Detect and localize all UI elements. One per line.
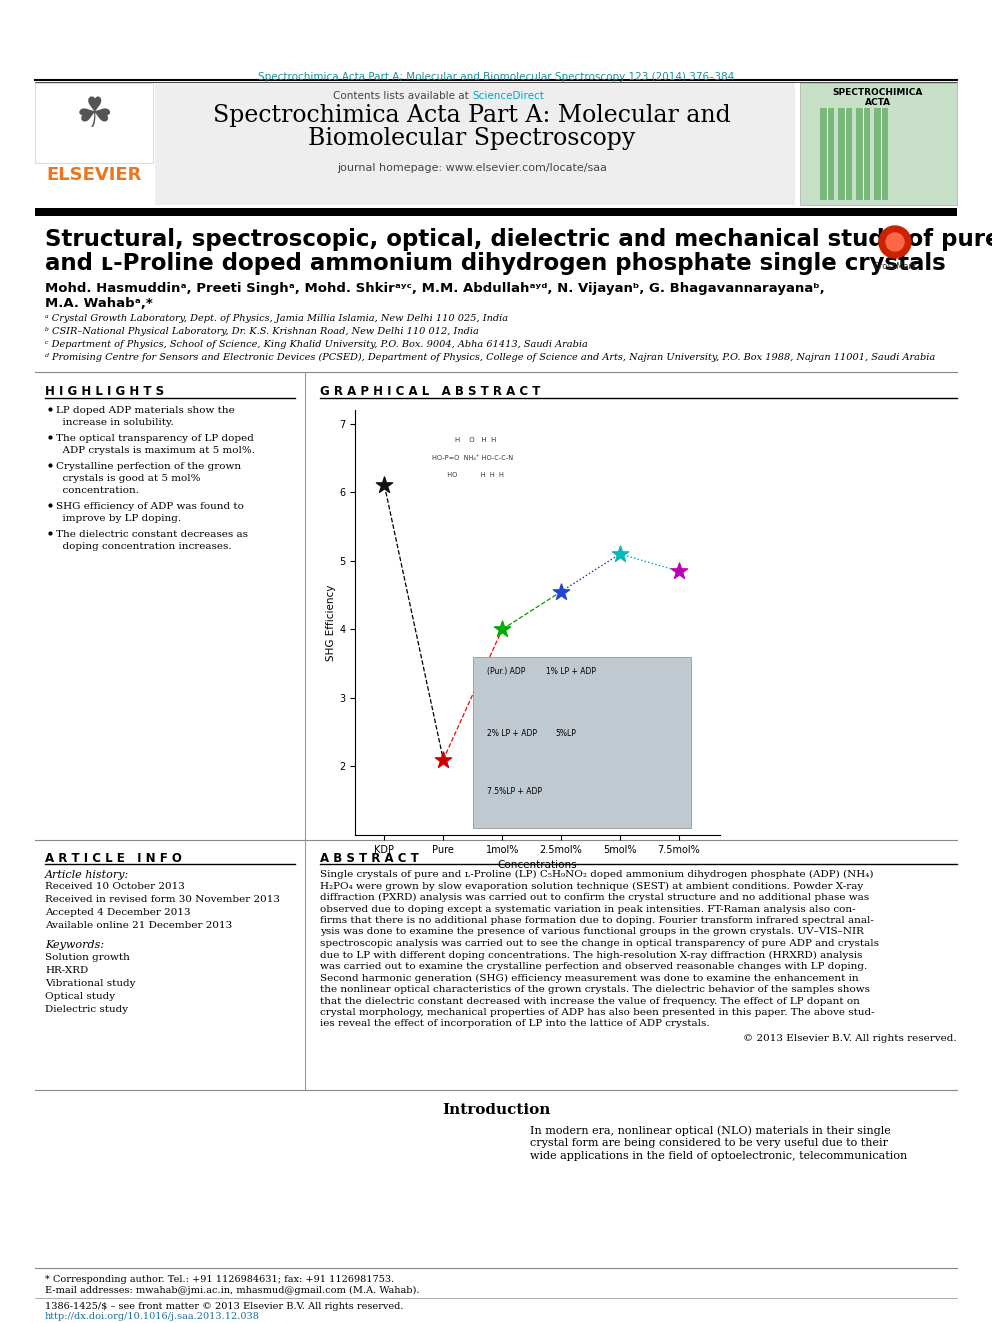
Point xyxy=(612,544,628,565)
Text: crystal morphology, mechanical properties of ADP has also been presented in this: crystal morphology, mechanical propertie… xyxy=(320,1008,875,1017)
Text: observed due to doping except a systematic variation in peak intensities. FT-Ram: observed due to doping except a systemat… xyxy=(320,905,856,913)
Text: Received 10 October 2013: Received 10 October 2013 xyxy=(45,882,185,890)
Text: journal homepage: www.elsevier.com/locate/saa: journal homepage: www.elsevier.com/locat… xyxy=(337,163,607,173)
Text: E-mail addresses: mwahab@jmi.ac.in, mhasmud@gmail.com (M.A. Wahab).: E-mail addresses: mwahab@jmi.ac.in, mhas… xyxy=(45,1286,420,1295)
Text: A B S T R A C T: A B S T R A C T xyxy=(320,852,419,865)
Text: the nonlinear optical characteristics of the grown crystals. The dielectric beha: the nonlinear optical characteristics of… xyxy=(320,986,870,994)
Text: Spectrochimica Acta Part A: Molecular and: Spectrochimica Acta Part A: Molecular an… xyxy=(213,105,731,127)
Text: Single crystals of pure and ʟ-Proline (LP) C₅H₉NO₂ doped ammonium dihydrogen pho: Single crystals of pure and ʟ-Proline (L… xyxy=(320,871,874,878)
Bar xyxy=(820,108,834,200)
Text: improve by LP doping.: improve by LP doping. xyxy=(56,515,182,523)
Text: Keywords:: Keywords: xyxy=(45,941,104,950)
Bar xyxy=(874,108,888,200)
Text: Accepted 4 December 2013: Accepted 4 December 2013 xyxy=(45,908,190,917)
Text: Spectrochimica Acta Part A; Molecular and Biomolecular Spectroscopy 123 (2014) 3: Spectrochimica Acta Part A; Molecular an… xyxy=(258,71,734,82)
Text: 1386-1425/$ – see front matter © 2013 Elsevier B.V. All rights reserved.: 1386-1425/$ – see front matter © 2013 El… xyxy=(45,1302,404,1311)
Text: http://dx.doi.org/10.1016/j.saa.2013.12.038: http://dx.doi.org/10.1016/j.saa.2013.12.… xyxy=(45,1312,260,1320)
Point xyxy=(435,749,451,770)
Text: ᶜ Department of Physics, School of Science, King Khalid University, P.O. Box. 90: ᶜ Department of Physics, School of Scien… xyxy=(45,340,588,349)
Text: increase in solubility.: increase in solubility. xyxy=(56,418,174,427)
Text: SHG efficiency of ADP was found to: SHG efficiency of ADP was found to xyxy=(56,501,244,511)
Text: Crystalline perfection of the grown: Crystalline perfection of the grown xyxy=(56,462,241,471)
Text: CrossMark: CrossMark xyxy=(873,262,917,271)
Text: Vibrational study: Vibrational study xyxy=(45,979,136,988)
Circle shape xyxy=(886,233,904,251)
Text: Mohd. Hasmuddinᵃ, Preeti Singhᵃ, Mohd. Shkirᵃʸᶜ, M.M. Abdullahᵃʸᵈ, N. Vijayanᵇ, : Mohd. Hasmuddinᵃ, Preeti Singhᵃ, Mohd. S… xyxy=(45,282,824,295)
Text: and ʟ-Proline doped ammonium dihydrogen phosphate single crystals: and ʟ-Proline doped ammonium dihydrogen … xyxy=(45,251,945,275)
Text: ELSEVIER: ELSEVIER xyxy=(47,165,142,184)
Text: In modern era, nonlinear optical (NLO) materials in their single: In modern era, nonlinear optical (NLO) m… xyxy=(530,1125,891,1135)
Text: due to LP with different doping concentrations. The high-resolution X-ray diffra: due to LP with different doping concentr… xyxy=(320,950,862,959)
Text: SPECTROCHIMICA
ACTA: SPECTROCHIMICA ACTA xyxy=(833,89,924,107)
Text: A R T I C L E   I N F O: A R T I C L E I N F O xyxy=(45,852,182,865)
Text: crystal form are being considered to be very useful due to their: crystal form are being considered to be … xyxy=(530,1138,888,1148)
Point xyxy=(494,619,510,640)
Text: wide applications in the field of optoelectronic, telecommunication: wide applications in the field of optoel… xyxy=(530,1151,908,1162)
Text: * Corresponding author. Tel.: +91 1126984631; fax: +91 1126981753.: * Corresponding author. Tel.: +91 112698… xyxy=(45,1275,394,1285)
Bar xyxy=(800,83,957,205)
Text: spectroscopic analysis was carried out to see the change in optical transparency: spectroscopic analysis was carried out t… xyxy=(320,939,879,949)
Point xyxy=(671,561,686,582)
Text: Available online 21 December 2013: Available online 21 December 2013 xyxy=(45,921,232,930)
Text: LP doped ADP materials show the: LP doped ADP materials show the xyxy=(56,406,235,415)
Text: ᵃ Crystal Growth Laboratory, Dept. of Physics, Jamia Millia Islamia, New Delhi 1: ᵃ Crystal Growth Laboratory, Dept. of Ph… xyxy=(45,314,508,323)
Bar xyxy=(35,208,957,216)
Bar xyxy=(838,108,852,200)
Text: ADP crystals is maximum at 5 mol%.: ADP crystals is maximum at 5 mol%. xyxy=(56,446,255,455)
Circle shape xyxy=(879,226,911,258)
Text: ☘: ☘ xyxy=(75,94,113,136)
Text: 2% LP + ADP: 2% LP + ADP xyxy=(487,729,538,738)
Text: H    O   H  H: H O H H xyxy=(455,438,496,443)
Text: Received in revised form 30 November 2013: Received in revised form 30 November 201… xyxy=(45,894,280,904)
Text: (Pur.) ADP: (Pur.) ADP xyxy=(487,667,526,676)
Text: HO           H  H  H: HO H H H xyxy=(443,472,504,478)
Text: HR-XRD: HR-XRD xyxy=(45,966,88,975)
Text: HO-P=O  NH₄⁺ HO-C-C-N: HO-P=O NH₄⁺ HO-C-C-N xyxy=(432,455,513,460)
Text: ᵇ CSIR–National Physical Laboratory, Dr. K.S. Krishnan Road, New Delhi 110 012, : ᵇ CSIR–National Physical Laboratory, Dr.… xyxy=(45,327,479,336)
Text: firms that there is no additional phase formation due to doping. Fourier transfo: firms that there is no additional phase … xyxy=(320,916,874,925)
Text: ies reveal the effect of incorporation of LP into the lattice of ADP crystals.: ies reveal the effect of incorporation o… xyxy=(320,1020,709,1028)
Text: Dielectric study: Dielectric study xyxy=(45,1005,128,1013)
Text: H₂PO₄ were grown by slow evaporation solution technique (SEST) at ambient condit: H₂PO₄ were grown by slow evaporation sol… xyxy=(320,881,863,890)
Text: 5%LP: 5%LP xyxy=(556,729,576,738)
Text: 7.5%LP + ADP: 7.5%LP + ADP xyxy=(487,787,543,796)
Bar xyxy=(35,83,153,163)
Text: © 2013 Elsevier B.V. All rights reserved.: © 2013 Elsevier B.V. All rights reserved… xyxy=(743,1035,957,1043)
Bar xyxy=(856,108,870,200)
Text: Contents lists available at: Contents lists available at xyxy=(333,91,472,101)
Text: 1% LP + ADP: 1% LP + ADP xyxy=(547,667,596,676)
Bar xyxy=(845,108,846,200)
Text: that the dielectric constant decreased with increase the value of frequency. The: that the dielectric constant decreased w… xyxy=(320,996,860,1005)
Text: was carried out to examine the crystalline perfection and observed reasonable ch: was carried out to examine the crystalli… xyxy=(320,962,867,971)
Bar xyxy=(827,108,828,200)
Bar xyxy=(155,83,795,205)
Text: ᵈ Promising Centre for Sensors and Electronic Devices (PCSED), Department of Phy: ᵈ Promising Centre for Sensors and Elect… xyxy=(45,353,935,363)
Point xyxy=(554,581,569,602)
X-axis label: Concentrations: Concentrations xyxy=(498,860,577,871)
Text: M.A. Wahabᵃ,*: M.A. Wahabᵃ,* xyxy=(45,296,153,310)
Text: The dielectric constant decreases as: The dielectric constant decreases as xyxy=(56,531,248,538)
Text: H I G H L I G H T S: H I G H L I G H T S xyxy=(45,385,164,398)
Text: Introduction: Introduction xyxy=(441,1103,551,1117)
Bar xyxy=(881,108,882,200)
Text: doping concentration increases.: doping concentration increases. xyxy=(56,542,231,550)
Text: ScienceDirect: ScienceDirect xyxy=(472,91,544,101)
Text: diffraction (PXRD) analysis was carried out to confirm the crystal structure and: diffraction (PXRD) analysis was carried … xyxy=(320,893,869,902)
Text: The optical transparency of LP doped: The optical transparency of LP doped xyxy=(56,434,254,443)
Text: Second harmonic generation (SHG) efficiency measurement was done to examine the : Second harmonic generation (SHG) efficie… xyxy=(320,974,859,983)
Text: ysis was done to examine the presence of various functional groups in the grown : ysis was done to examine the presence of… xyxy=(320,927,864,937)
Y-axis label: SHG Efficiency: SHG Efficiency xyxy=(326,585,336,660)
Bar xyxy=(863,108,864,200)
Text: Structural, spectroscopic, optical, dielectric and mechanical study of pure: Structural, spectroscopic, optical, diel… xyxy=(45,228,992,251)
Text: Solution growth: Solution growth xyxy=(45,953,130,962)
Text: crystals is good at 5 mol%: crystals is good at 5 mol% xyxy=(56,474,200,483)
Text: Optical study: Optical study xyxy=(45,992,115,1002)
Text: Biomolecular Spectroscopy: Biomolecular Spectroscopy xyxy=(309,127,636,149)
Bar xyxy=(473,656,690,828)
Point xyxy=(377,475,393,496)
Text: Article history:: Article history: xyxy=(45,871,129,880)
Text: G R A P H I C A L   A B S T R A C T: G R A P H I C A L A B S T R A C T xyxy=(320,385,541,398)
Text: concentration.: concentration. xyxy=(56,486,139,495)
